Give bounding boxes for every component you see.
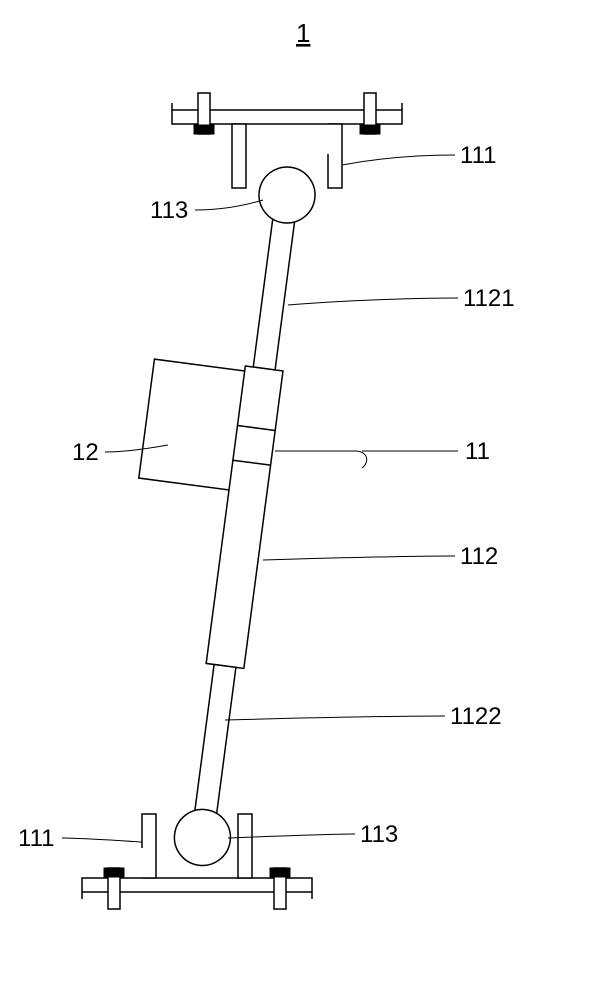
lead-111-bottom	[62, 838, 142, 842]
lead-1122	[225, 716, 445, 720]
label-111-bottom: 111	[18, 825, 54, 852]
label-1121: 1121	[463, 285, 515, 312]
top-ball-joint	[256, 164, 319, 227]
figure-title: 1	[296, 18, 310, 48]
label-112: 112	[460, 543, 498, 570]
label-113-bottom: 113	[360, 821, 398, 848]
lead-111-top	[342, 155, 455, 165]
bottom-bracket-leg-right	[238, 814, 252, 878]
upper-rod	[253, 213, 295, 370]
label-1122: 1122	[450, 703, 502, 730]
figure-canvas: 1	[0, 0, 612, 1000]
lead-112	[263, 556, 455, 560]
top-bracket-leg-left	[232, 124, 246, 188]
label-113-top: 113	[150, 197, 188, 224]
label-11: 11	[465, 438, 490, 465]
bottom-bracket-leg-left	[142, 814, 156, 878]
bottom-ball-joint	[171, 806, 234, 869]
side-box	[139, 359, 246, 490]
label-111-top: 111	[460, 142, 496, 169]
lead-1121	[288, 298, 458, 305]
lead-113-top	[195, 200, 263, 210]
top-bracket-leg-right	[328, 124, 342, 188]
label-12: 12	[72, 439, 99, 466]
link-assembly	[90, 153, 319, 869]
lower-rod	[194, 665, 236, 822]
lead-11	[275, 451, 367, 468]
